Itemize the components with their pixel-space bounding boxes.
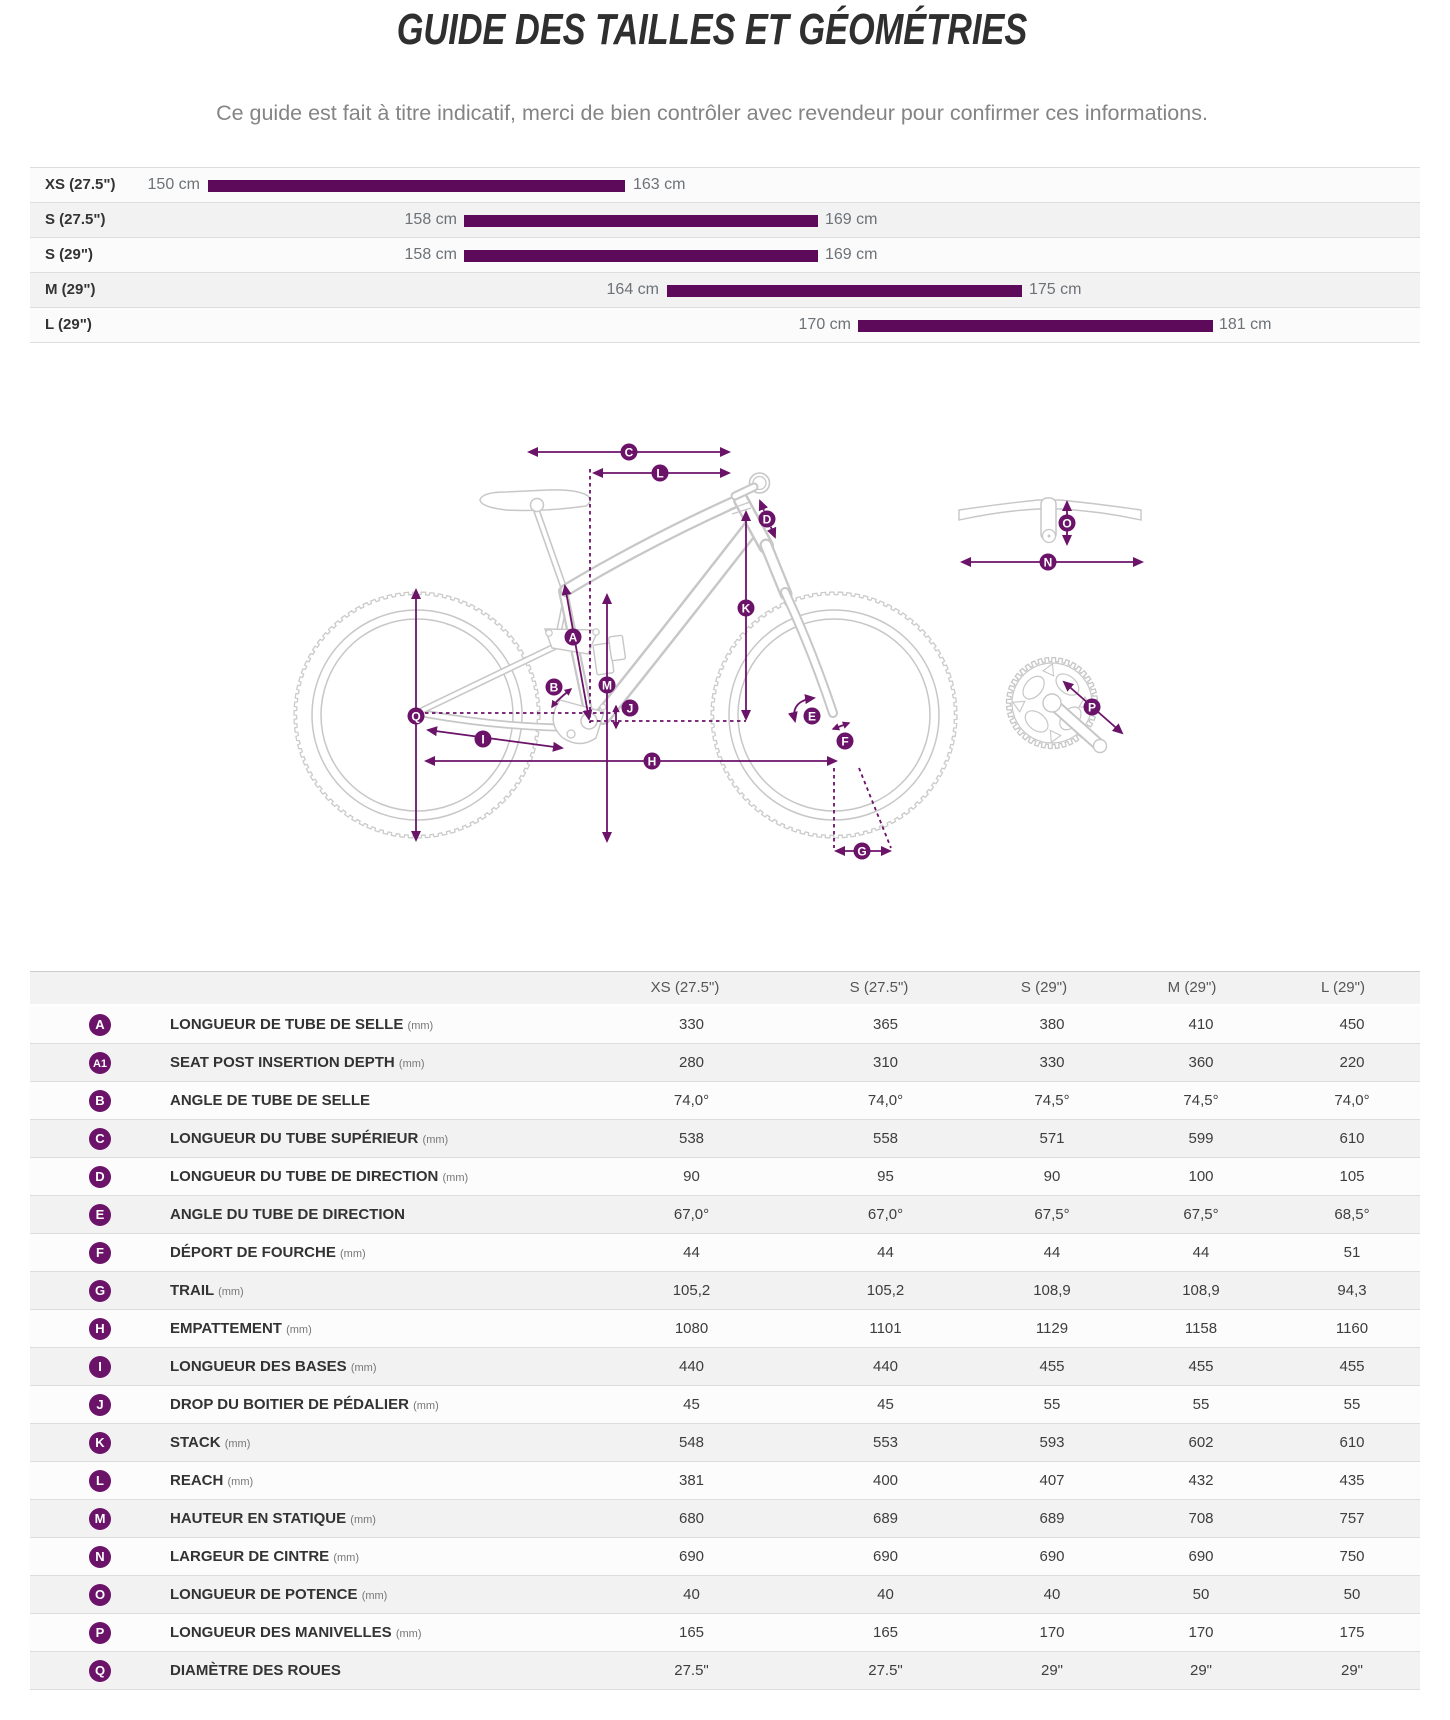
svg-text:B: B [550, 680, 559, 694]
svg-text:E: E [808, 709, 816, 723]
svg-text:C: C [625, 445, 634, 459]
svg-text:J: J [627, 701, 634, 715]
svg-text:P: P [1088, 700, 1096, 714]
svg-text:Q: Q [411, 709, 420, 723]
svg-text:I: I [481, 732, 484, 746]
svg-text:K: K [742, 601, 751, 615]
svg-text:O: O [1062, 516, 1071, 530]
svg-text:A: A [569, 630, 578, 644]
svg-text:F: F [841, 734, 848, 748]
svg-text:H: H [648, 754, 657, 768]
svg-text:N: N [1044, 555, 1053, 569]
svg-text:L: L [656, 466, 663, 480]
svg-text:G: G [857, 844, 866, 858]
svg-text:D: D [763, 512, 772, 526]
svg-text:M: M [602, 678, 612, 692]
